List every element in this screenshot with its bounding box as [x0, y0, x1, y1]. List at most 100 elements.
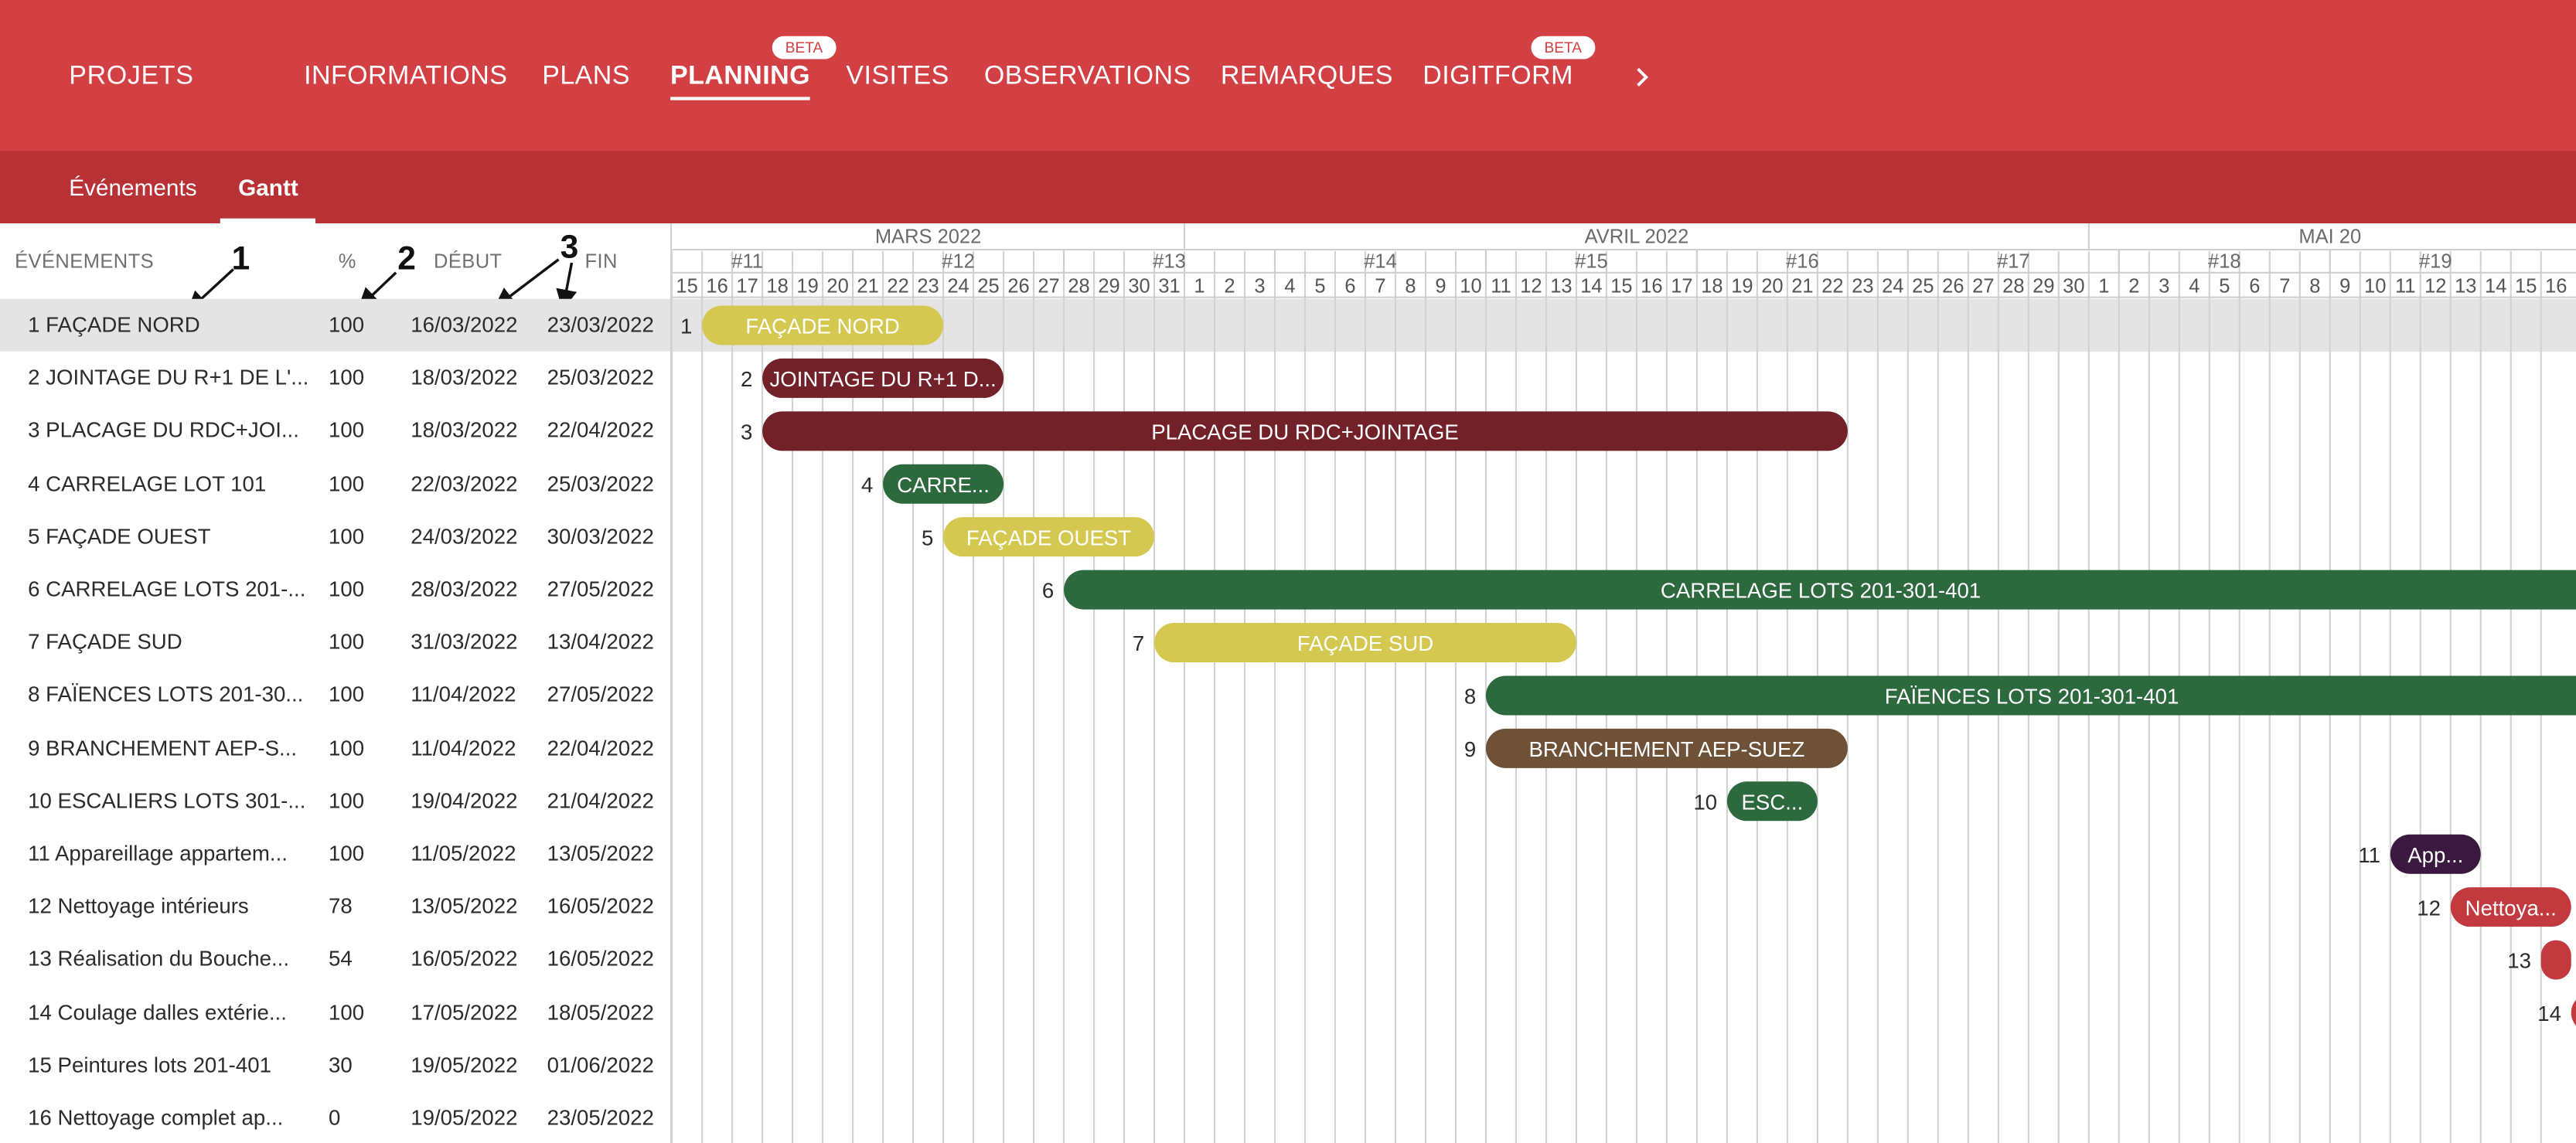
day-label: 26: [1007, 275, 1029, 297]
gantt-bar-label: BRANCHEMENT AEP-SUEZ: [1528, 737, 1804, 761]
table-row[interactable]: 8 FAÏENCES LOTS 201-30... 100 11/04/2022 27…: [0, 669, 670, 722]
day-label: 1: [1194, 275, 1205, 297]
table-row[interactable]: 7 FAÇADE SUD 100 31/03/2022 13/04/2022: [0, 616, 670, 668]
column-header-end[interactable]: FIN: [584, 250, 618, 273]
bar-number: 12: [2417, 896, 2441, 920]
table-row[interactable]: 4 CARRELAGE LOT 101 100 22/03/2022 25/03/20…: [0, 458, 670, 510]
table-row[interactable]: 16 Nettoyage complet ap... 0 19/05/2022 23/…: [0, 1092, 670, 1143]
gantt-bar[interactable]: [2390, 834, 2481, 874]
table-row[interactable]: 14 Coulage dalles extérie... 100 17/05/202…: [0, 986, 670, 1039]
gantt-bar[interactable]: [1485, 728, 1848, 768]
day-label: 8: [1405, 275, 1416, 297]
table-row[interactable]: 15 Peintures lots 201-401 30 19/05/2022 01/…: [0, 1039, 670, 1092]
event-percent: 100: [329, 999, 365, 1025]
day-label: 19: [796, 275, 818, 297]
tab-informations[interactable]: INFORMATIONS: [304, 63, 507, 92]
event-end-date: 22/04/2022: [547, 735, 654, 760]
table-row[interactable]: 3 PLACAGE DU RDC+JOI... 100 18/03/2022 22/0…: [0, 405, 670, 458]
event-start-date: 19/05/2022: [411, 1052, 518, 1077]
event-percent: 100: [329, 365, 365, 390]
table-row[interactable]: 12 Nettoyage intérieurs 78 13/05/2022 16/05…: [0, 880, 670, 933]
table-row[interactable]: 2 JOINTAGE DU R+1 DE L'... 100 18/03/2022 2…: [0, 352, 670, 404]
tab-digitform-label: DIGITFORM: [1423, 62, 1573, 90]
event-end-date: 27/05/2022: [547, 682, 654, 707]
tab-plans[interactable]: PLANS: [542, 63, 630, 92]
day-label: 14: [2485, 275, 2506, 297]
day-label: 28: [1068, 275, 1089, 297]
gantt-bar[interactable]: [702, 305, 944, 345]
day-label: 30: [1128, 275, 1150, 297]
event-start-date: 19/04/2022: [411, 788, 518, 813]
bar-number: 3: [741, 420, 752, 444]
tab-remarques[interactable]: REMARQUES: [1221, 63, 1393, 92]
event-label: 11 Appareillage appartem...: [28, 841, 288, 866]
event-start-date: 24/03/2022: [411, 523, 518, 549]
day-label: 18: [1701, 275, 1722, 297]
event-percent: 100: [329, 629, 365, 655]
gantt-bar[interactable]: [883, 464, 1004, 504]
event-percent: 100: [329, 841, 365, 866]
gantt-bar[interactable]: [1485, 675, 2576, 716]
table-row[interactable]: 10 ESCALIERS LOTS 301-... 100 19/04/2022 21…: [0, 775, 670, 828]
column-header-events[interactable]: ÉVÉNEMENTS: [15, 250, 155, 273]
day-label: 29: [2033, 275, 2054, 297]
tab-digitform[interactable]: DIGITFORM: [1423, 63, 1573, 92]
week-label: #12: [942, 250, 975, 272]
tab-observations[interactable]: OBSERVATIONS: [984, 63, 1191, 92]
active-subtab-underline: [220, 218, 315, 223]
gantt-bar[interactable]: [762, 358, 1004, 398]
selected-row-highlight: [672, 298, 2576, 352]
event-label: 2 JOINTAGE DU R+1 DE L'...: [28, 365, 309, 390]
tab-remarques-label: REMARQUES: [1220, 62, 1393, 90]
column-header-percent[interactable]: %: [338, 250, 356, 273]
gantt-bar[interactable]: [2450, 887, 2571, 927]
tab-observations-label: OBSERVATIONS: [983, 62, 1191, 90]
day-label: 23: [917, 275, 939, 297]
gantt-bar[interactable]: [2540, 940, 2571, 980]
day-label: 4: [2189, 275, 2199, 297]
gantt-bar[interactable]: [1154, 623, 1576, 663]
projects-link[interactable]: PROJETS: [69, 62, 194, 90]
column-header-start[interactable]: DÉBUT: [434, 250, 503, 273]
table-row[interactable]: 1 FAÇADE NORD 100 16/03/2022 23/03/2022: [0, 298, 670, 352]
event-end-date: 01/06/2022: [547, 1052, 654, 1077]
event-percent: 30: [329, 1052, 353, 1077]
event-label: 12 Nettoyage intérieurs: [28, 893, 249, 919]
table-row[interactable]: 9 BRANCHEMENT AEP-S... 100 11/04/2022 22/04…: [0, 722, 670, 774]
subtab-evenements[interactable]: Événements: [69, 174, 197, 201]
subtab-gantt[interactable]: Gantt: [238, 174, 298, 201]
tab-visites[interactable]: VISITES: [846, 63, 949, 92]
day-label: 13: [1550, 275, 1572, 297]
bar-number: 7: [1133, 631, 1144, 655]
chevron-right-icon[interactable]: [1630, 63, 1656, 92]
day-label: 3: [1254, 275, 1265, 297]
event-end-date: 16/05/2022: [547, 946, 654, 971]
day-label: 2: [2128, 275, 2139, 297]
event-start-date: 16/05/2022: [411, 946, 518, 971]
beta-badge: BETA: [772, 36, 837, 60]
table-row[interactable]: 5 FAÇADE OUEST 100 24/03/2022 30/03/2022: [0, 510, 670, 563]
gantt-bar[interactable]: [943, 517, 1155, 557]
gantt-bar[interactable]: [1726, 781, 1818, 822]
gantt-bar[interactable]: [2571, 993, 2576, 1032]
day-label: 21: [857, 275, 878, 297]
day-label: 9: [1435, 275, 1446, 297]
gantt-bar-label: JOINTAGE DU R+1 D...: [769, 367, 996, 391]
gantt-bar[interactable]: [1064, 570, 2576, 610]
day-label: 26: [1942, 275, 1964, 297]
bar-number: 1: [680, 315, 692, 338]
table-row[interactable]: 11 Appareillage appartem... 100 11/05/2022…: [0, 828, 670, 880]
event-start-date: 11/04/2022: [411, 682, 516, 707]
tab-planning[interactable]: PLANNING: [670, 63, 810, 100]
gantt-bar-label: ESC...: [1741, 790, 1803, 814]
week-label: #11: [731, 250, 763, 272]
gantt-bar[interactable]: [762, 411, 1848, 451]
table-row[interactable]: 6 CARRELAGE LOTS 201-... 100 28/03/2022 27/…: [0, 563, 670, 616]
day-label: 6: [1344, 275, 1355, 297]
event-percent: 78: [329, 893, 353, 919]
event-label: 9 BRANCHEMENT AEP-S...: [28, 735, 298, 760]
event-end-date: 23/03/2022: [547, 311, 654, 337]
table-row[interactable]: 13 Réalisation du Bouche... 54 16/05/2022 1…: [0, 934, 670, 986]
gantt-bar-label: FAÇADE OUEST: [966, 526, 1131, 549]
day-label: 2: [1224, 275, 1235, 297]
